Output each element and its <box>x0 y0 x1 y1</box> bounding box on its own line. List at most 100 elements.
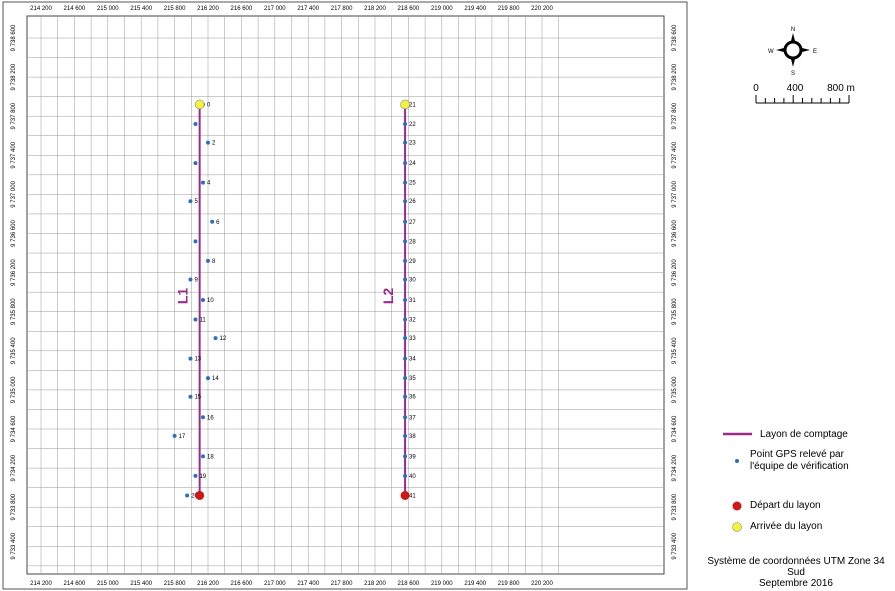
gps-point <box>403 297 408 302</box>
gps-point <box>193 161 198 166</box>
x-tick-label-bottom: 215 000 <box>97 581 119 587</box>
gps-point <box>403 317 408 322</box>
gps-point-label: 0 <box>207 102 211 108</box>
legend-depart-label: Départ du layon <box>750 500 821 511</box>
legend-gps-label-2: l'équipe de vérification <box>750 461 849 472</box>
south-label: S <box>791 71 795 77</box>
north-label: N <box>791 27 795 33</box>
footer-line-2: Septembre 2016 <box>759 578 833 589</box>
gps-point <box>403 433 408 438</box>
gps-point <box>193 317 198 322</box>
legend-depart-symbol <box>732 501 742 511</box>
gps-point-label: 5 <box>194 199 198 205</box>
gps-point <box>200 297 205 302</box>
gps-point-label: 33 <box>409 336 416 342</box>
x-tick-label-bottom: 218 600 <box>398 581 420 587</box>
legend-arrivee-label: Arrivée du layon <box>750 521 823 532</box>
gps-point-label: 35 <box>409 376 416 382</box>
x-tick-label-top: 217 000 <box>264 6 286 12</box>
gps-point-label: 4 <box>207 181 211 187</box>
gps-point <box>193 239 198 244</box>
x-tick-label-top: 218 600 <box>398 6 420 12</box>
y-tick-label-left: 9 733 800 <box>11 493 17 520</box>
x-tick-label-top: 220 200 <box>531 6 553 12</box>
gps-point-label: 14 <box>212 376 219 382</box>
y-tick-label-left: 9 735 000 <box>11 376 17 403</box>
legend-layon-label: Layon de comptage <box>760 429 848 440</box>
arrivee-marker <box>194 99 205 110</box>
legend-symbols <box>723 432 752 532</box>
x-tick-label-top: 216 600 <box>231 6 253 12</box>
scale-label-400: 400 <box>787 83 804 94</box>
y-tick-label-right: 9 733 400 <box>672 532 678 559</box>
x-tick-label-bottom: 216 200 <box>197 581 219 587</box>
gps-point <box>185 493 190 498</box>
y-tick-label-right: 9 734 600 <box>672 415 678 442</box>
gps-point-label: 36 <box>409 395 416 401</box>
gps-point <box>200 454 205 459</box>
gps-point <box>403 454 408 459</box>
x-tick-label-bottom: 216 600 <box>231 581 253 587</box>
gps-point-label: 2 <box>212 141 216 147</box>
gps-point-label: 41 <box>409 493 416 499</box>
x-tick-label-top: 219 000 <box>431 6 453 12</box>
gps-point <box>403 140 408 145</box>
gps-point <box>188 356 193 361</box>
y-tick-label-right: 9 735 000 <box>672 376 678 403</box>
gps-point-label: 30 <box>409 277 416 283</box>
gps-point-label: 25 <box>409 181 416 187</box>
gps-point <box>403 199 408 204</box>
x-tick-label-bottom: 215 400 <box>130 581 152 587</box>
gps-point <box>403 376 408 381</box>
gps-point-label: 20 <box>191 493 198 499</box>
arrivee-marker <box>400 99 410 110</box>
y-tick-label-right: 9 737 400 <box>672 141 678 168</box>
y-tick-label-right: 9 737 800 <box>672 102 678 129</box>
x-tick-label-top: 219 800 <box>498 6 520 12</box>
y-tick-label-right: 9 735 800 <box>672 298 678 325</box>
gps-point-label: 22 <box>409 122 416 128</box>
scale-bar: 0 400 800 m <box>753 83 855 104</box>
x-tick-label-bottom: 218 200 <box>364 581 386 587</box>
gps-point-label: 21 <box>409 102 416 108</box>
gps-point-label: 24 <box>409 161 416 167</box>
gps-point <box>403 473 408 478</box>
y-tick-label-left: 9 738 600 <box>11 24 17 51</box>
gps-point-label: 17 <box>179 434 186 440</box>
x-tick-label-top: 214 200 <box>30 6 52 12</box>
y-tick-label-left: 9 733 400 <box>11 532 17 559</box>
x-tick-label-bottom: 214 600 <box>64 581 86 587</box>
gps-point <box>206 376 210 381</box>
gps-point <box>403 239 408 244</box>
y-tick-label-right: 9 736 200 <box>672 259 678 286</box>
x-tick-label-top: 216 200 <box>197 6 219 12</box>
east-label: E <box>813 49 817 55</box>
gps-point-label: 6 <box>216 220 220 226</box>
y-tick-label-right: 9 736 600 <box>672 219 678 246</box>
gps-point-label: 16 <box>207 415 214 421</box>
scale-label-800: 800 m <box>827 83 855 94</box>
depart-marker <box>400 490 410 500</box>
x-tick-label-bottom: 217 800 <box>331 581 353 587</box>
gps-point <box>403 394 408 399</box>
gps-point-label: 32 <box>409 318 416 324</box>
footer-line-1: Système de coordonnées UTM Zone 34 Sud <box>707 556 885 578</box>
north-arrow-icon: N S E W <box>768 27 817 77</box>
gps-point <box>403 122 408 127</box>
y-tick-label-right: 9 738 200 <box>672 63 678 90</box>
gps-point-label: 40 <box>409 474 416 480</box>
gps-point <box>403 258 408 263</box>
x-tick-label-top: 217 800 <box>331 6 353 12</box>
transect-endpoints <box>194 99 410 500</box>
gps-point <box>188 199 193 204</box>
x-tick-label-top: 219 400 <box>464 6 486 12</box>
gps-point-label: 9 <box>194 277 198 283</box>
gps-point <box>403 356 408 361</box>
x-tick-label-bottom: 214 200 <box>30 581 52 587</box>
x-tick-label-bottom: 220 200 <box>531 581 553 587</box>
gps-point-label: 26 <box>409 199 416 205</box>
gps-point <box>403 336 408 341</box>
x-tick-label-top: 215 400 <box>130 6 152 12</box>
gps-point-label: 12 <box>220 336 227 342</box>
x-tick-label-bottom: 217 000 <box>264 581 286 587</box>
